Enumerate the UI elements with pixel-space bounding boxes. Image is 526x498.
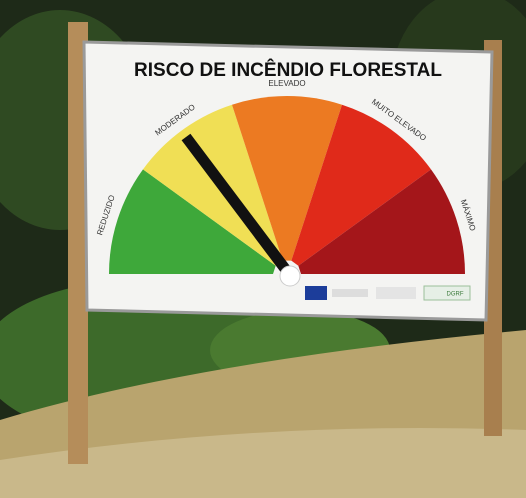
page: RISCO DE INCÊNDIO FLORESTAL REDUZIDOMODE… xyxy=(0,0,526,498)
level-label: ELEVADO xyxy=(268,79,305,88)
needle-hub xyxy=(280,266,300,286)
sign-title: RISCO DE INCÊNDIO FLORESTAL xyxy=(134,59,442,81)
logo-text-block xyxy=(332,289,368,297)
logo-block xyxy=(376,287,416,299)
photo: RISCO DE INCÊNDIO FLORESTAL REDUZIDOMODE… xyxy=(0,0,526,498)
logo-text: DGRF xyxy=(447,292,464,298)
eu-flag xyxy=(305,286,327,300)
